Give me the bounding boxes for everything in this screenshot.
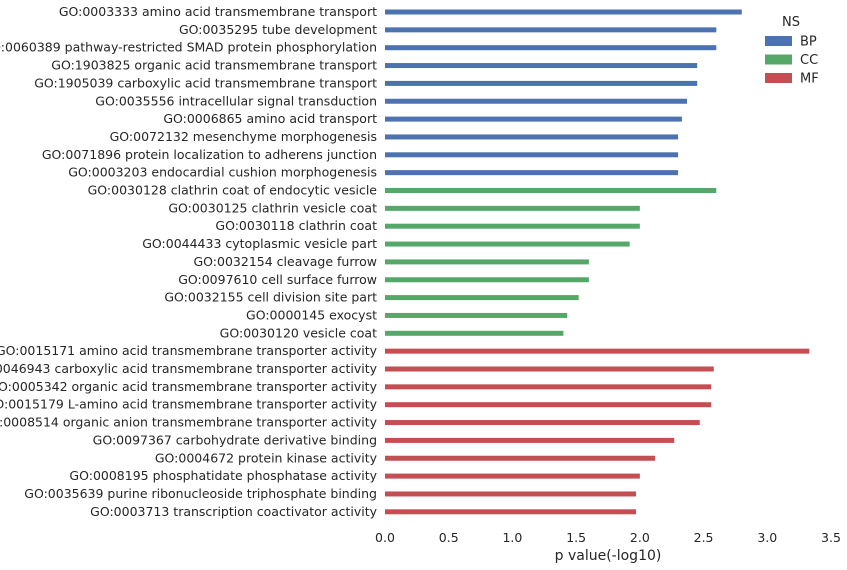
bar-mf-21 — [385, 384, 712, 390]
legend-label-cc: CC — [800, 53, 818, 68]
bar-cc-17 — [385, 312, 568, 318]
bar-cc-15 — [385, 277, 589, 283]
category-labels: GO:0003333 amino acid transmembrane tran… — [0, 4, 378, 519]
bar-mf-25 — [385, 455, 656, 461]
category-label: GO:0072132 mesenchyme morphogenesis — [110, 129, 377, 144]
bar-cc-16 — [385, 295, 579, 301]
bar-mf-24 — [385, 437, 675, 443]
category-label: GO:0006865 amino acid transport — [163, 111, 377, 126]
x-axis-title: p value(-log10) — [555, 548, 662, 564]
legend-swatch-mf — [765, 73, 792, 83]
x-tick-labels: 0.0 0.5 1.0 1.5 2.0 2.5 3.0 3.5 — [375, 530, 841, 545]
bar-cc-14 — [385, 259, 589, 265]
legend: NS BP CC MF — [765, 15, 819, 87]
bar-mf-22 — [385, 402, 712, 408]
legend-label-mf: MF — [800, 72, 819, 87]
x-tick-label: 2.0 — [630, 530, 650, 545]
category-label: GO:0030128 clathrin coat of endocytic ve… — [88, 183, 378, 198]
bar-cc-18 — [385, 330, 564, 336]
category-label: GO:0015171 amino acid transmembrane tran… — [0, 343, 378, 358]
category-label: GO:0003713 transcription coactivator act… — [90, 504, 377, 519]
category-label: GO:0008195 phosphatidate phosphatase act… — [69, 468, 377, 483]
x-tick-label: 0.0 — [375, 530, 395, 545]
category-label: GO:0060389 pathway-restricted SMAD prote… — [0, 40, 377, 55]
x-tick-label: 3.0 — [757, 530, 777, 545]
legend-label-bp: BP — [800, 35, 817, 50]
bar-bp-8 — [385, 152, 679, 158]
bar-bp-9 — [385, 170, 679, 176]
category-label: GO:0044433 cytoplasmic vesicle part — [142, 236, 377, 251]
bar-bp-2 — [385, 45, 717, 51]
bars-layer — [385, 9, 810, 515]
bar-mf-27 — [385, 491, 637, 497]
category-label: GO:0005342 organic acid transmembrane tr… — [0, 379, 378, 394]
category-label: GO:0003203 endocardial cushion morphogen… — [68, 165, 377, 180]
category-label: GO:0015179 L-amino acid transmembrane tr… — [0, 397, 378, 412]
legend-entries: BP CC MF — [765, 35, 819, 87]
category-label: GO:0032154 cleavage furrow — [194, 254, 378, 269]
category-label: GO:0035556 intracellular signal transduc… — [95, 93, 377, 108]
bar-bp-5 — [385, 98, 688, 104]
bar-bp-6 — [385, 116, 682, 122]
x-tick-label: 0.5 — [439, 530, 459, 545]
category-label: GO:0030118 clathrin coat — [215, 218, 377, 233]
legend-title: NS — [782, 15, 800, 30]
category-label: GO:0000145 exocyst — [246, 307, 377, 322]
bar-mf-23 — [385, 420, 700, 426]
x-tick-label: 2.5 — [694, 530, 714, 545]
category-label: GO:0030120 vesicle coat — [220, 325, 377, 340]
bar-bp-0 — [385, 9, 742, 15]
category-label: GO:0097610 cell surface furrow — [178, 272, 377, 287]
bar-mf-26 — [385, 473, 640, 479]
legend-swatch-cc — [765, 54, 792, 65]
category-label: GO:1905039 carboxylic acid transmembrane… — [34, 75, 377, 90]
bar-mf-20 — [385, 366, 714, 372]
category-label: GO:0030125 clathrin vesicle coat — [168, 200, 377, 215]
category-label: GO:0046943 carboxylic acid transmembrane… — [0, 361, 378, 376]
category-label: GO:0008514 organic anion transmembrane t… — [0, 415, 378, 430]
bar-bp-7 — [385, 134, 679, 140]
bar-cc-13 — [385, 241, 630, 247]
legend-swatch-bp — [765, 36, 792, 46]
category-label: GO:0004672 protein kinase activity — [155, 450, 378, 465]
bar-bp-4 — [385, 80, 698, 86]
category-label: GO:0003333 amino acid transmembrane tran… — [59, 4, 377, 19]
bar-cc-11 — [385, 205, 640, 211]
x-tick-label: 1.5 — [566, 530, 586, 545]
bar-mf-28 — [385, 509, 637, 515]
category-label: GO:0035295 tube development — [179, 22, 377, 37]
bar-bp-3 — [385, 63, 698, 69]
category-label: GO:0097367 carbohydrate derivative bindi… — [93, 432, 377, 447]
bar-mf-19 — [385, 348, 810, 354]
bar-bp-1 — [385, 27, 717, 33]
category-label: GO:0071896 protein localization to adher… — [42, 147, 377, 162]
x-tick-label: 3.5 — [821, 530, 841, 545]
category-label: GO:1903825 organic acid transmembrane tr… — [51, 58, 377, 73]
x-tick-label: 1.0 — [502, 530, 522, 545]
bar-cc-10 — [385, 188, 717, 193]
bar-cc-12 — [385, 223, 640, 229]
category-label: GO:0035639 purine ribonucleoside triphos… — [24, 486, 377, 501]
category-label: GO:0032155 cell division site part — [164, 290, 377, 305]
